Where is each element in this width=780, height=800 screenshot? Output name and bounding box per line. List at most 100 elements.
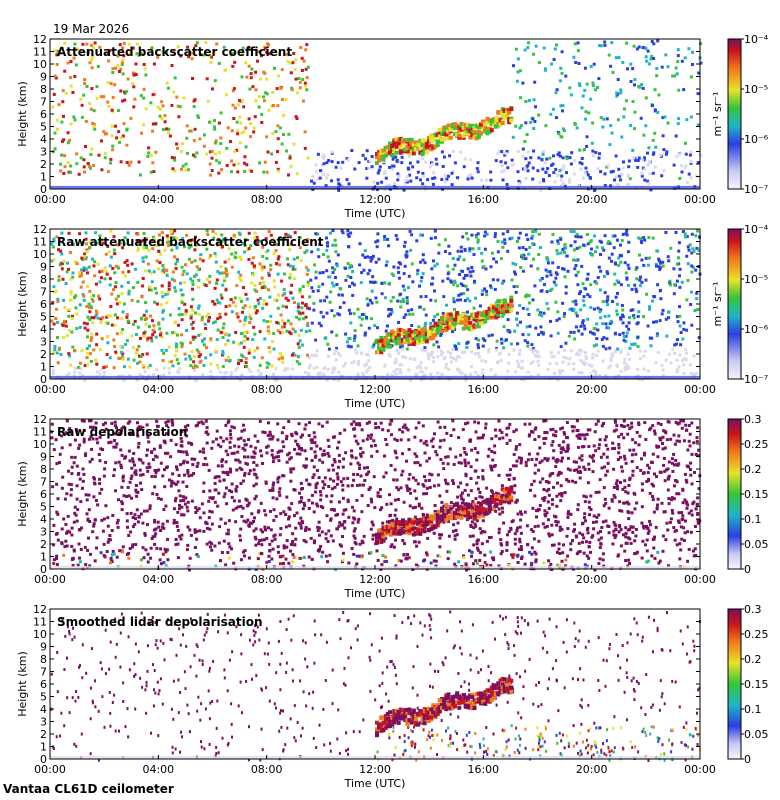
heatmap-cell	[508, 330, 512, 334]
cloud-cell	[509, 308, 514, 313]
cloud-cell	[483, 128, 488, 133]
heatmap-cell	[619, 317, 623, 321]
heatmap-cell	[84, 231, 88, 235]
heatmap-cell	[464, 284, 468, 288]
heatmap-cell	[71, 314, 74, 318]
heatmap-cell	[81, 280, 85, 284]
heatmap-cell	[690, 270, 694, 274]
cloud-cell	[489, 122, 494, 126]
heatmap-cell	[616, 118, 620, 122]
heatmap-cell	[105, 315, 109, 319]
heatmap-cell	[552, 154, 555, 158]
heatmap-cell	[303, 81, 307, 85]
heatmap-cell	[453, 308, 456, 311]
heatmap-cell	[651, 498, 655, 502]
heatmap-cell	[672, 526, 676, 529]
heatmap-cell	[576, 49, 580, 53]
heatmap-cell	[265, 302, 269, 306]
cloud-cell	[429, 147, 434, 152]
heatmap-cell	[658, 259, 661, 263]
cloud-cell	[383, 337, 388, 342]
heatmap-cell	[250, 67, 254, 71]
heatmap-cell	[637, 300, 641, 304]
cloud-cell	[459, 317, 464, 322]
heatmap-cell	[502, 279, 506, 283]
heatmap-cell	[447, 534, 451, 538]
heatmap-cell	[563, 348, 567, 352]
heatmap-cell	[521, 81, 525, 85]
heatmap-cell	[170, 64, 174, 67]
heatmap-cell	[293, 277, 296, 281]
heatmap-cell	[573, 42, 577, 46]
heatmap-cell	[471, 247, 475, 251]
heatmap-cell	[257, 302, 261, 306]
heatmap-cell	[176, 45, 180, 49]
heatmap-cell	[69, 76, 72, 80]
heatmap-cell	[278, 263, 282, 267]
heatmap-cell	[562, 355, 566, 359]
heatmap-cell	[252, 468, 256, 472]
heatmap-cell	[369, 317, 373, 321]
heatmap-cell	[423, 324, 427, 327]
heatmap-cell	[276, 150, 279, 154]
heatmap-cell	[651, 171, 655, 175]
heatmap-cell	[262, 319, 266, 323]
heatmap-cell	[185, 136, 189, 140]
heatmap-cell	[502, 169, 506, 173]
heatmap-cell	[153, 122, 157, 126]
heatmap-cell	[276, 257, 280, 261]
cloud-cell	[502, 108, 507, 113]
heatmap-cell	[571, 429, 575, 433]
heatmap-cell	[496, 250, 500, 254]
heatmap-cell	[593, 280, 597, 284]
heatmap-cell	[475, 519, 479, 523]
heatmap-cell	[205, 229, 209, 233]
heatmap-cell	[334, 349, 338, 352]
heatmap-cell	[690, 232, 694, 236]
heatmap-cell	[689, 75, 693, 79]
heatmap-cell	[349, 231, 353, 235]
heatmap-cell	[118, 70, 121, 73]
heatmap-cell	[338, 500, 341, 504]
heatmap-cell	[535, 457, 539, 461]
heatmap-cell	[543, 525, 547, 529]
heatmap-cell	[164, 420, 168, 424]
heatmap-cell	[154, 532, 158, 536]
heatmap-cell	[485, 178, 489, 182]
heatmap-cell	[662, 374, 665, 378]
heatmap-cell	[470, 554, 473, 558]
heatmap-cell	[184, 162, 188, 166]
heatmap-cell	[200, 420, 204, 424]
heatmap-cell	[529, 362, 533, 365]
heatmap-cell	[677, 117, 681, 121]
heatmap-cell	[409, 248, 413, 252]
cloud-cell	[416, 339, 421, 344]
heatmap-cell	[130, 334, 134, 338]
heatmap-cell	[559, 484, 563, 488]
heatmap-cell	[220, 296, 224, 300]
heatmap-cell	[73, 42, 77, 46]
heatmap-cell	[387, 314, 391, 318]
heatmap-cell	[408, 154, 411, 158]
heatmap-cell	[402, 553, 406, 557]
heatmap-cell	[656, 110, 660, 114]
heatmap-cell	[597, 156, 601, 160]
heatmap-cell	[464, 274, 467, 277]
heatmap-cell	[252, 355, 256, 359]
heatmap-cell	[375, 188, 379, 192]
heatmap-cell	[480, 359, 484, 363]
heatmap-cell	[587, 506, 591, 509]
heatmap-cell	[258, 373, 262, 377]
heatmap-cell	[560, 50, 564, 54]
heatmap-cell	[378, 488, 382, 491]
heatmap-cell	[658, 436, 662, 440]
heatmap-cell	[677, 511, 681, 515]
heatmap-cell	[633, 110, 637, 114]
heatmap-cell	[254, 543, 258, 547]
heatmap-cell	[238, 460, 242, 464]
heatmap-cell	[158, 261, 162, 265]
heatmap-cell	[435, 162, 439, 166]
heatmap-cell	[322, 162, 326, 166]
heatmap-cell	[694, 234, 698, 238]
heatmap-cell	[76, 563, 80, 567]
